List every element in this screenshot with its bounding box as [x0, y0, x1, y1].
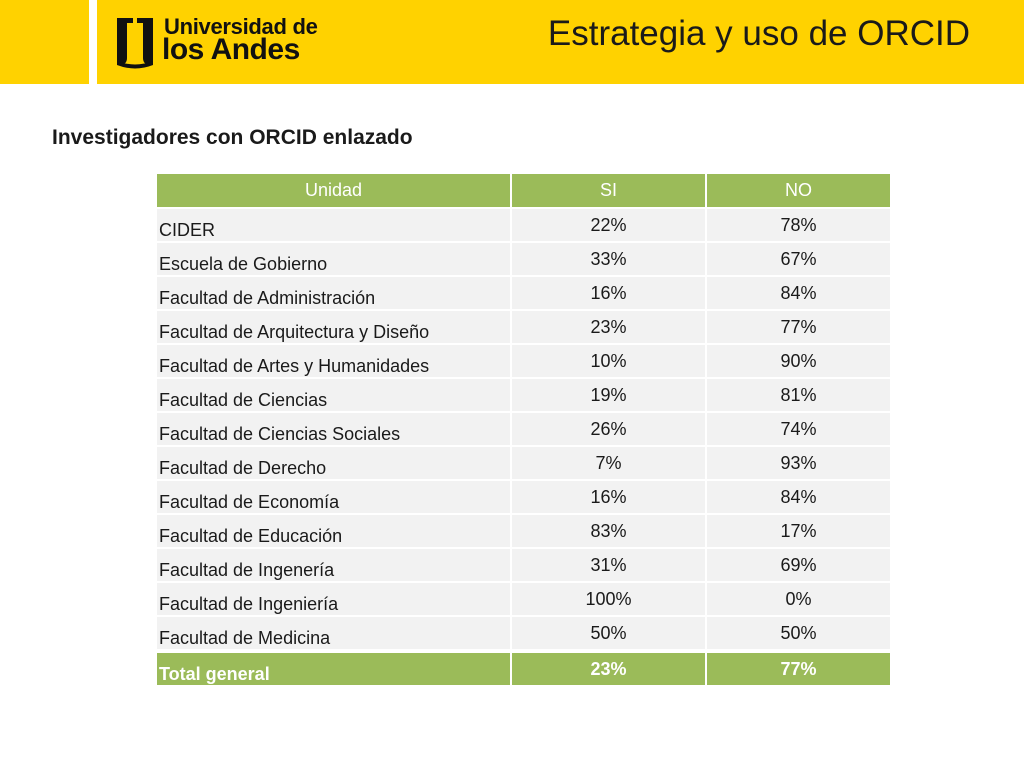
logo-text-line1: Universidad de — [164, 14, 318, 39]
cell-unidad: Facultad de Derecho — [157, 445, 511, 480]
column-header-no: NO — [705, 174, 890, 209]
cell-no: 93% — [705, 445, 890, 480]
cell-unidad: Facultad de Ciencias Sociales — [157, 411, 511, 446]
cell-unidad: CIDER — [157, 207, 511, 242]
table-row: Facultad de Ingenería 31% 69% — [157, 547, 890, 582]
cell-si: 16% — [510, 275, 706, 310]
cell-si: 23% — [510, 309, 706, 344]
table-row: Facultad de Educación 83% 17% — [157, 513, 890, 548]
cell-no: 67% — [705, 241, 890, 276]
cell-no: 0% — [705, 581, 890, 616]
table-row: Escuela de Gobierno 33% 67% — [157, 241, 890, 276]
university-shield-icon — [117, 18, 153, 69]
section-subtitle: Investigadores con ORCID enlazado — [52, 126, 413, 149]
cell-si: 33% — [510, 241, 706, 276]
table-row: Facultad de Arquitectura y Diseño 23% 77… — [157, 309, 890, 344]
orcid-table: Unidad SI NO CIDER 22% 78% Escuela de Go… — [157, 174, 890, 685]
cell-no: 17% — [705, 513, 890, 548]
cell-unidad: Facultad de Medicina — [157, 615, 511, 651]
cell-no: 81% — [705, 377, 890, 412]
cell-no: 78% — [705, 207, 890, 242]
header-separator — [89, 0, 97, 84]
cell-no: 77% — [705, 309, 890, 344]
total-no: 77% — [705, 649, 890, 685]
cell-unidad: Facultad de Arquitectura y Diseño — [157, 309, 511, 344]
cell-si: 7% — [510, 445, 706, 480]
cell-unidad: Facultad de Educación — [157, 513, 511, 548]
table-row: Facultad de Ciencias Sociales 26% 74% — [157, 411, 890, 446]
cell-no: 69% — [705, 547, 890, 582]
cell-unidad: Facultad de Economía — [157, 479, 511, 514]
table-header-row: Unidad SI NO — [157, 174, 890, 209]
cell-no: 84% — [705, 275, 890, 310]
header-left-block — [0, 0, 89, 84]
table-row: Facultad de Economía 16% 84% — [157, 479, 890, 514]
column-header-si: SI — [510, 174, 706, 209]
cell-unidad: Facultad de Ciencias — [157, 377, 511, 412]
cell-unidad: Facultad de Ingenería — [157, 547, 511, 582]
university-logo: Universidad de los Andes — [112, 12, 318, 72]
table-row: Facultad de Administración 16% 84% — [157, 275, 890, 310]
total-label: Total general — [157, 649, 511, 685]
column-header-unidad: Unidad — [157, 174, 511, 209]
cell-no: 74% — [705, 411, 890, 446]
slide-title: Estrategia y uso de ORCID — [547, 14, 970, 53]
table-row: Facultad de Derecho 7% 93% — [157, 445, 890, 480]
header-bar: Universidad de los Andes Estrategia y us… — [0, 0, 1024, 84]
cell-si: 100% — [510, 581, 706, 616]
cell-si: 10% — [510, 343, 706, 378]
table-total-row: Total general 23% 77% — [157, 649, 890, 685]
cell-no: 50% — [705, 615, 890, 651]
cell-si: 22% — [510, 207, 706, 242]
total-si: 23% — [510, 649, 706, 685]
cell-si: 31% — [510, 547, 706, 582]
cell-no: 90% — [705, 343, 890, 378]
table-row: Facultad de Ingeniería 100% 0% — [157, 581, 890, 616]
logo-text-line2: los Andes — [162, 33, 300, 66]
cell-unidad: Facultad de Administración — [157, 275, 511, 310]
cell-si: 19% — [510, 377, 706, 412]
cell-si: 83% — [510, 513, 706, 548]
table-row: Facultad de Ciencias 19% 81% — [157, 377, 890, 412]
table-row: Facultad de Artes y Humanidades 10% 90% — [157, 343, 890, 378]
cell-unidad: Facultad de Artes y Humanidades — [157, 343, 511, 378]
cell-si: 50% — [510, 615, 706, 651]
table-row: CIDER 22% 78% — [157, 207, 890, 242]
cell-no: 84% — [705, 479, 890, 514]
table-row: Facultad de Medicina 50% 50% — [157, 615, 890, 651]
cell-si: 16% — [510, 479, 706, 514]
cell-si: 26% — [510, 411, 706, 446]
cell-unidad: Escuela de Gobierno — [157, 241, 511, 276]
cell-unidad: Facultad de Ingeniería — [157, 581, 511, 616]
